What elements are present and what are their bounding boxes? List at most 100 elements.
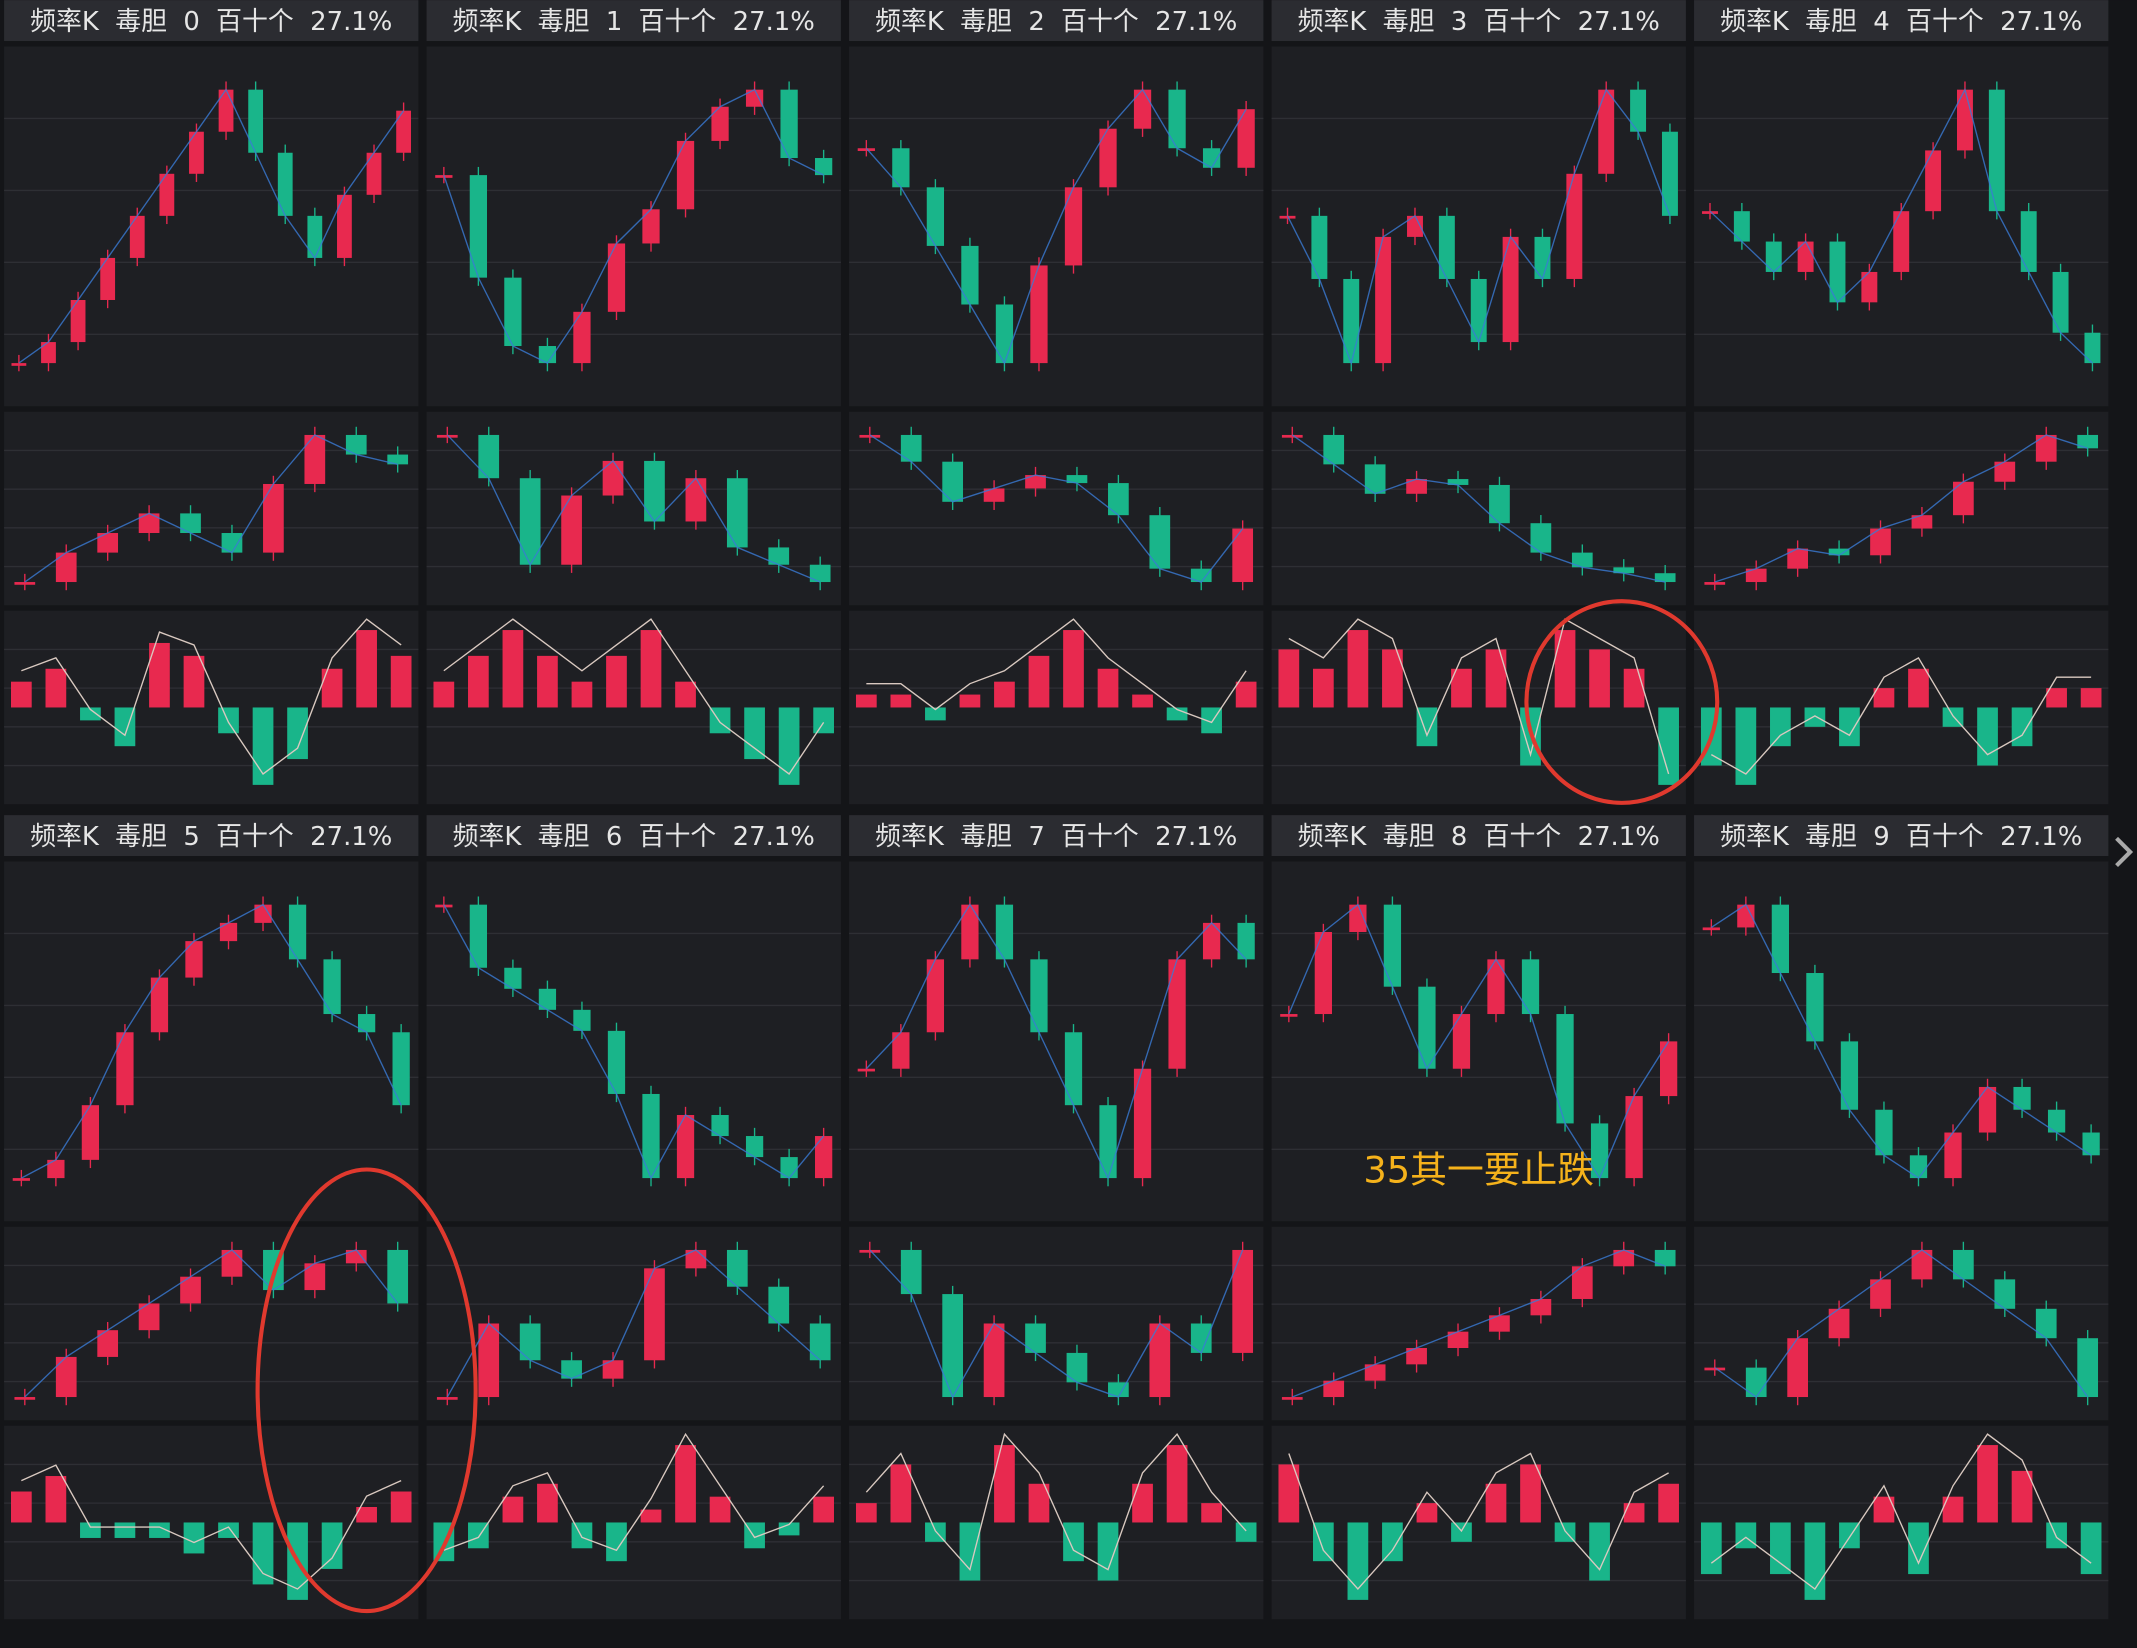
panel-title: 频率K 毒胆 2 百十个 27.1% [875, 6, 1237, 36]
histogram-bar [252, 1522, 274, 1585]
histogram-bar [321, 1522, 343, 1569]
panel-header [849, 0, 1264, 42]
next-arrow[interactable] [2115, 836, 2134, 868]
header-label: 频率K [453, 6, 523, 36]
candle [387, 1249, 409, 1304]
signal-line [1288, 1452, 1669, 1591]
panel-header [426, 815, 841, 857]
histogram-bar [356, 630, 377, 708]
header-index: 4 [1873, 6, 1889, 36]
histogram-bar [1313, 668, 1334, 708]
candle [995, 304, 1014, 364]
candle [1099, 1105, 1117, 1179]
histogram-bar [502, 630, 524, 708]
signal-line [443, 1432, 825, 1552]
candle [1502, 236, 1519, 343]
histogram-bar [1942, 1496, 1964, 1523]
candle [1613, 1249, 1635, 1267]
candle [1737, 904, 1755, 928]
candle [1534, 236, 1551, 279]
candle [304, 1263, 326, 1291]
panel-title: 频率K 毒胆 0 百十个 27.1% [30, 6, 392, 36]
histogram-bar [2080, 1522, 2102, 1575]
header-pct: 27.1% [2000, 821, 2082, 851]
header-name: 毒胆 [960, 821, 1012, 851]
header-pct: 27.1% [310, 6, 392, 36]
candle [436, 1397, 458, 1400]
candle [900, 434, 922, 462]
candle [97, 533, 119, 553]
trend-line [21, 903, 402, 1179]
histogram-bar [1347, 630, 1369, 708]
panel-header [1271, 0, 1686, 42]
candle [12, 1178, 30, 1181]
chart-panel: 频率K 毒胆 0 百十个 27.1% [4, 0, 419, 805]
trend-line [443, 88, 824, 364]
candle [711, 1115, 729, 1137]
histogram-bar [10, 1491, 32, 1523]
header-label: 频率K [1298, 6, 1368, 36]
panel-header [1694, 815, 2109, 857]
candle [1280, 1014, 1298, 1017]
candle [1066, 475, 1088, 484]
candle [859, 1249, 881, 1253]
candle [1704, 582, 1726, 585]
candle [1530, 523, 1552, 553]
histogram-bar [1658, 1483, 1679, 1523]
panel-header [849, 815, 1264, 857]
candle [961, 904, 979, 960]
histogram-bar [1313, 1522, 1334, 1562]
histogram-bar [1451, 668, 1472, 708]
histogram-bar [1416, 1503, 1438, 1523]
histogram-bar [2080, 688, 2102, 708]
header-index: 0 [183, 6, 199, 36]
histogram-bar [183, 1522, 205, 1554]
candle [2082, 1132, 2100, 1156]
histogram-bar [1873, 688, 1895, 708]
histogram-bar [855, 1503, 877, 1523]
candle [392, 1032, 410, 1106]
candle [1571, 552, 1593, 568]
header-pct: 27.1% [733, 6, 815, 36]
candle [809, 1323, 831, 1361]
histogram-bar [959, 1522, 981, 1581]
header-pct: 27.1% [1155, 821, 1237, 851]
candle [14, 1397, 36, 1400]
candle [1630, 89, 1647, 132]
histogram-bar [390, 1491, 412, 1523]
candle [387, 454, 409, 465]
candle [780, 89, 798, 159]
sub-panel [4, 861, 419, 1222]
trend-line [446, 434, 821, 583]
header-name: 毒胆 [1383, 6, 1435, 36]
chart-panel: 频率K 毒胆 7 百十个 27.1% [849, 815, 1264, 1620]
candle [1806, 973, 1824, 1042]
panel-title: 频率K 毒胆 4 百十个 27.1% [1720, 6, 2082, 36]
candle [1281, 1397, 1303, 1400]
candle [1953, 481, 1974, 516]
histogram-bar [675, 681, 696, 708]
histogram-bar [994, 681, 1015, 708]
candle [745, 89, 764, 107]
panel-title: 频率K 毒胆 6 百十个 27.1% [453, 821, 815, 851]
candle [504, 967, 522, 989]
candle [2013, 1086, 2031, 1110]
candle [55, 1356, 77, 1398]
candle [892, 148, 910, 188]
histogram-bar [1097, 668, 1119, 708]
candle [2077, 1338, 2099, 1398]
candle [561, 495, 582, 565]
candle [11, 363, 27, 366]
histogram-bar [571, 1522, 593, 1549]
header-label: 频率K [1720, 821, 1790, 851]
candle [1828, 1308, 1850, 1339]
candle [366, 152, 382, 195]
candle [809, 564, 831, 583]
histogram-bar [1132, 694, 1153, 708]
header-label: 频率K [1720, 6, 1790, 36]
trend-line [1286, 88, 1671, 366]
candle [961, 245, 979, 305]
candle [602, 1360, 624, 1379]
